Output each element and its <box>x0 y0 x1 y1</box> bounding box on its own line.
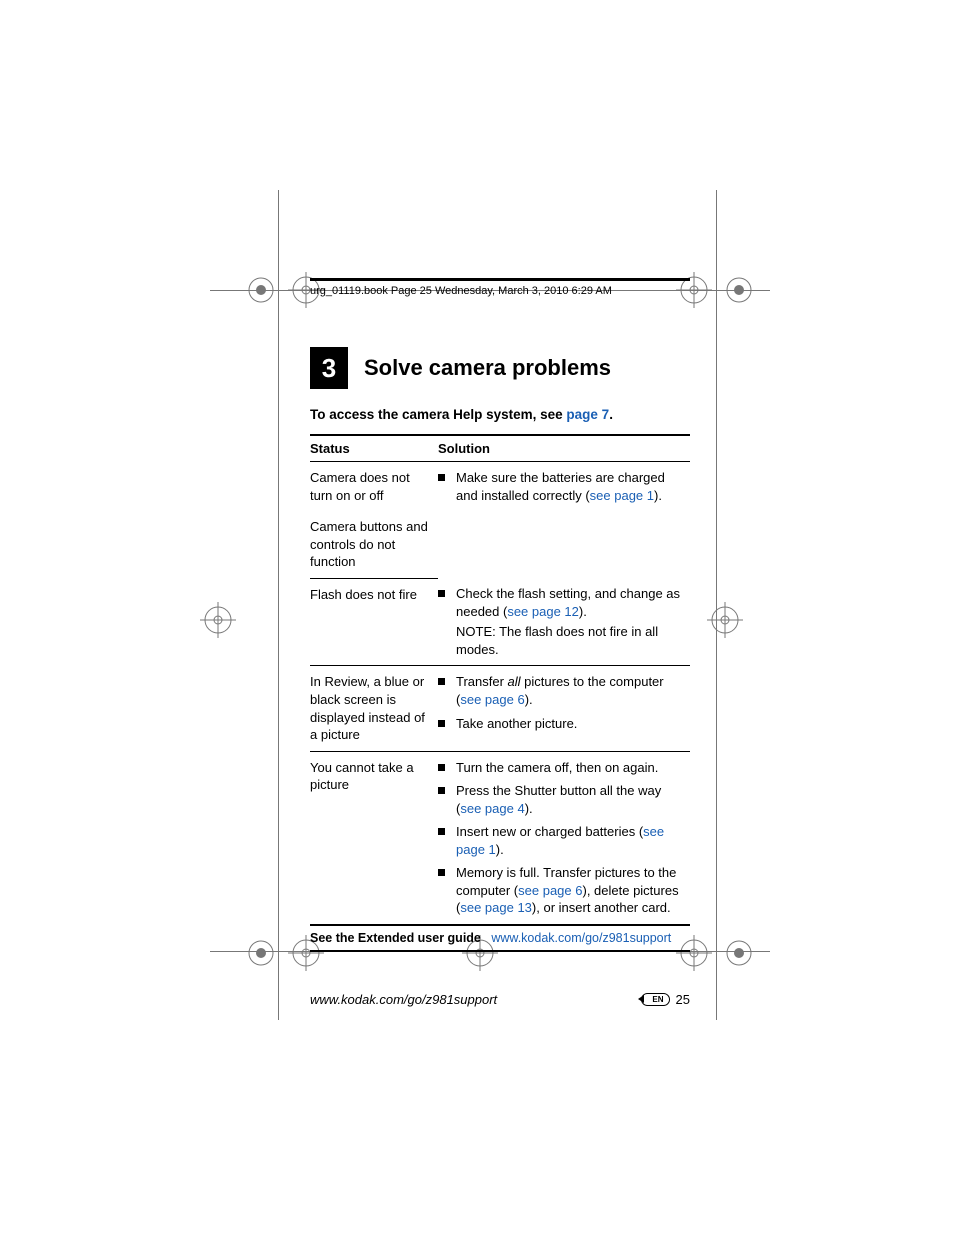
solution-text: Transfer <box>456 674 508 689</box>
solution-item: Transfer all pictures to the computer (s… <box>438 673 686 708</box>
table-row-status: In Review, a blue or black screen is dis… <box>310 666 438 751</box>
table-row-solution: Check the flash setting, and change as n… <box>438 578 690 666</box>
table-row-status: You cannot take a picture <box>310 751 438 924</box>
table-row-solution: Transfer all pictures to the computer (s… <box>438 666 690 751</box>
solution-text: Turn the camera off, then on again. <box>456 760 658 775</box>
table-row-status: Camera buttons and controls do not funct… <box>310 511 438 578</box>
solution-item: Turn the camera off, then on again. <box>438 759 686 777</box>
solution-item: Memory is full. Transfer pictures to the… <box>438 864 686 917</box>
solution-text: ). <box>579 604 587 619</box>
table-row-status: Flash does not fire <box>310 578 438 666</box>
table-row-solution: Turn the camera off, then on again. Press… <box>438 751 690 924</box>
solution-text: ). <box>525 692 533 707</box>
see-extended: See the Extended user guide www.kodak.co… <box>310 924 690 952</box>
solution-item: Press the Shutter button all the way (se… <box>438 782 686 817</box>
solution-item: Insert new or charged batteries (see pag… <box>438 823 686 858</box>
intro-link[interactable]: page 7 <box>566 407 609 422</box>
page-ref-link[interactable]: see page 13 <box>460 900 532 915</box>
col-solution: Solution <box>438 435 690 462</box>
solution-item: Make sure the batteries are charged and … <box>438 469 686 504</box>
page-ref-link[interactable]: see page 12 <box>507 604 579 619</box>
solution-text: all <box>508 674 521 689</box>
page-ref-link[interactable]: see page 1 <box>590 488 654 503</box>
intro-suffix: . <box>609 407 613 422</box>
page-ref-link[interactable]: see page 4 <box>460 801 524 816</box>
page-ref-link[interactable]: see page 6 <box>518 883 582 898</box>
table-row-status: Camera does not turn on or off <box>310 462 438 512</box>
solution-text: Take another picture. <box>456 716 577 731</box>
page-footer: www.kodak.com/go/z981support EN 25 <box>310 992 690 1007</box>
solution-item: Check the flash setting, and change as n… <box>438 585 686 620</box>
solution-note: NOTE: The flash does not fire in all mod… <box>438 623 686 658</box>
intro-prefix: To access the camera Help system, see <box>310 407 566 422</box>
page-ref-link[interactable]: see page 6 <box>460 692 524 707</box>
lang-pill: EN <box>641 993 669 1006</box>
solution-item: Take another picture. <box>438 715 686 733</box>
solution-text: ), or insert another card. <box>532 900 671 915</box>
troubleshoot-table: Status Solution Camera does not turn on … <box>310 434 690 925</box>
see-extended-label: See the Extended user guide <box>310 931 481 945</box>
reg-mark-ml <box>200 602 236 638</box>
solution-text: ). <box>654 488 662 503</box>
intro-line: To access the camera Help system, see pa… <box>310 407 690 422</box>
reg-mark-mr <box>707 602 743 638</box>
page-content: urg_01119.book Page 25 Wednesday, March … <box>310 278 690 952</box>
solution-text: ). <box>496 842 504 857</box>
solution-text: Insert new or charged batteries ( <box>456 824 643 839</box>
chapter-number: 3 <box>310 347 348 389</box>
crop-line-left <box>278 190 279 1020</box>
see-extended-url[interactable]: www.kodak.com/go/z981support <box>491 931 671 945</box>
running-head: urg_01119.book Page 25 Wednesday, March … <box>310 285 690 347</box>
table-row-solution: Make sure the batteries are charged and … <box>438 462 690 579</box>
chapter-title: Solve camera problems <box>364 355 611 381</box>
chapter-header: 3 Solve camera problems <box>310 347 690 389</box>
page-number: 25 <box>676 992 690 1007</box>
solution-text: ). <box>525 801 533 816</box>
footer-url[interactable]: www.kodak.com/go/z981support <box>310 992 497 1007</box>
col-status: Status <box>310 435 438 462</box>
